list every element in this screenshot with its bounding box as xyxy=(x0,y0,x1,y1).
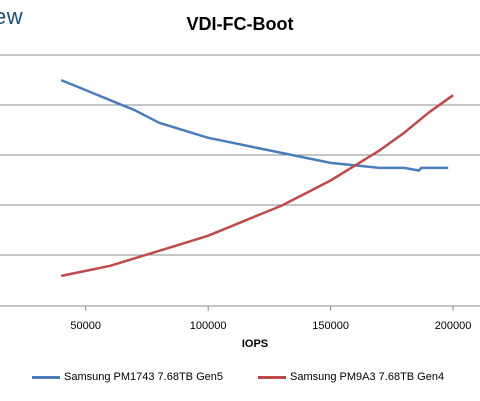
legend-item-pm9a3: Samsung PM9A3 7.68TB Gen4 xyxy=(258,371,444,383)
series-line-1 xyxy=(60,94,454,278)
chart-title: VDI-FC-Boot xyxy=(186,14,294,34)
legend-item-pm1743: Samsung PM1743 7.68TB Gen5 xyxy=(32,371,223,383)
series-line-0 xyxy=(60,78,449,172)
series-lines xyxy=(60,78,454,278)
legend: Samsung PM1743 7.68TB Gen5 Samsung PM9A3… xyxy=(0,371,480,391)
x-tick-label-3: 200000 xyxy=(435,320,472,332)
legend-swatch-pm9a3 xyxy=(258,375,286,379)
x-tick-label-2: 150000 xyxy=(312,320,349,332)
logo-text: ew xyxy=(0,4,24,29)
legend-label-pm9a3: Samsung PM9A3 7.68TB Gen4 xyxy=(290,371,445,383)
x-tick-label-0: 50000 xyxy=(70,320,101,332)
gridlines xyxy=(0,54,480,256)
axes xyxy=(0,305,480,311)
x-tick-label-1: 100000 xyxy=(190,320,227,332)
x-tick-labels: 50000 100000 150000 200000 xyxy=(70,320,471,332)
x-axis-title: IOPS xyxy=(241,338,269,350)
legend-swatch-pm1743 xyxy=(32,375,60,379)
legend-label-pm1743: Samsung PM1743 7.68TB Gen5 xyxy=(64,371,223,383)
